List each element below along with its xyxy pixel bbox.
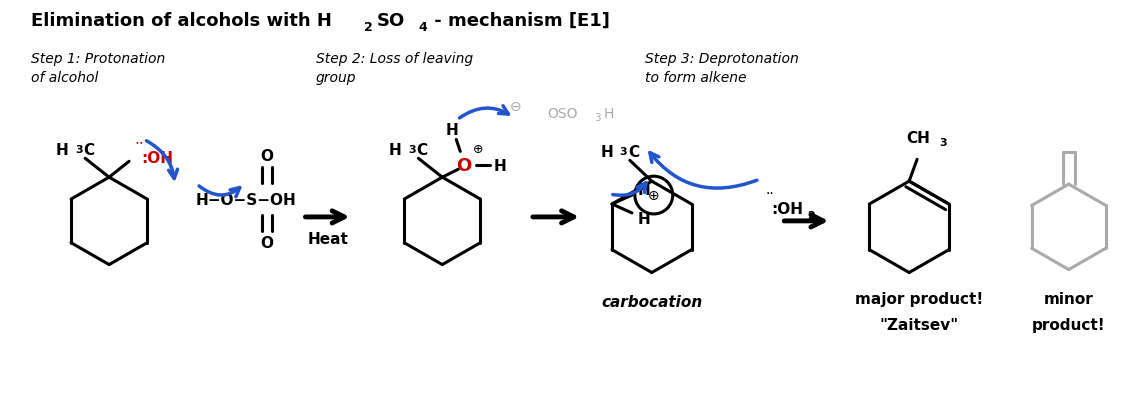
- Text: group: group: [315, 71, 356, 85]
- Text: Elimination of alcohols with H: Elimination of alcohols with H: [31, 12, 332, 30]
- Text: ⊕: ⊕: [473, 142, 484, 155]
- Text: Heat: Heat: [307, 231, 348, 247]
- Text: ⊕: ⊕: [649, 189, 660, 202]
- Text: ⋅⋅: ⋅⋅: [135, 135, 144, 150]
- Text: 2: 2: [364, 21, 373, 34]
- Text: 4: 4: [419, 21, 427, 34]
- Text: Step 3: Deprotonation: Step 3: Deprotonation: [645, 52, 799, 66]
- Text: :OH: :OH: [141, 151, 173, 165]
- Text: H−O−S−OH: H−O−S−OH: [195, 192, 296, 207]
- Text: "Zaitsev": "Zaitsev": [880, 317, 958, 332]
- Text: OSO: OSO: [548, 106, 578, 120]
- Text: H: H: [445, 123, 459, 138]
- Text: ⊖: ⊖: [509, 99, 521, 113]
- Text: H: H: [637, 182, 651, 197]
- Text: 2: 2: [808, 211, 816, 221]
- Text: product!: product!: [1032, 317, 1105, 332]
- Text: 3: 3: [75, 145, 83, 155]
- Text: to form alkene: to form alkene: [645, 71, 746, 85]
- Text: 3: 3: [939, 138, 947, 148]
- Text: SO: SO: [377, 12, 405, 30]
- Text: 3: 3: [408, 145, 415, 155]
- Text: C: C: [83, 142, 94, 157]
- Text: O: O: [457, 157, 472, 175]
- Text: 3: 3: [594, 112, 600, 122]
- Text: minor: minor: [1043, 291, 1094, 306]
- Text: C: C: [627, 144, 638, 160]
- Text: H: H: [604, 106, 614, 120]
- Text: O: O: [260, 236, 274, 251]
- Text: CH: CH: [907, 130, 930, 146]
- Text: major product!: major product!: [855, 291, 983, 306]
- Text: H: H: [389, 142, 402, 157]
- Text: Step 2: Loss of leaving: Step 2: Loss of leaving: [315, 52, 472, 66]
- Text: H: H: [600, 144, 614, 160]
- Text: H: H: [56, 142, 68, 157]
- Text: H: H: [494, 158, 506, 173]
- Text: 3: 3: [619, 147, 627, 157]
- Text: of alcohol: of alcohol: [31, 71, 99, 85]
- Text: C: C: [416, 142, 427, 157]
- Text: - mechanism [E1]: - mechanism [E1]: [429, 12, 610, 30]
- Text: ⋅⋅: ⋅⋅: [765, 187, 774, 200]
- Text: Step 1: Protonation: Step 1: Protonation: [31, 52, 166, 66]
- Text: O: O: [260, 148, 274, 164]
- Text: H: H: [637, 212, 651, 227]
- Text: carbocation: carbocation: [601, 294, 702, 309]
- Text: :OH: :OH: [772, 202, 803, 217]
